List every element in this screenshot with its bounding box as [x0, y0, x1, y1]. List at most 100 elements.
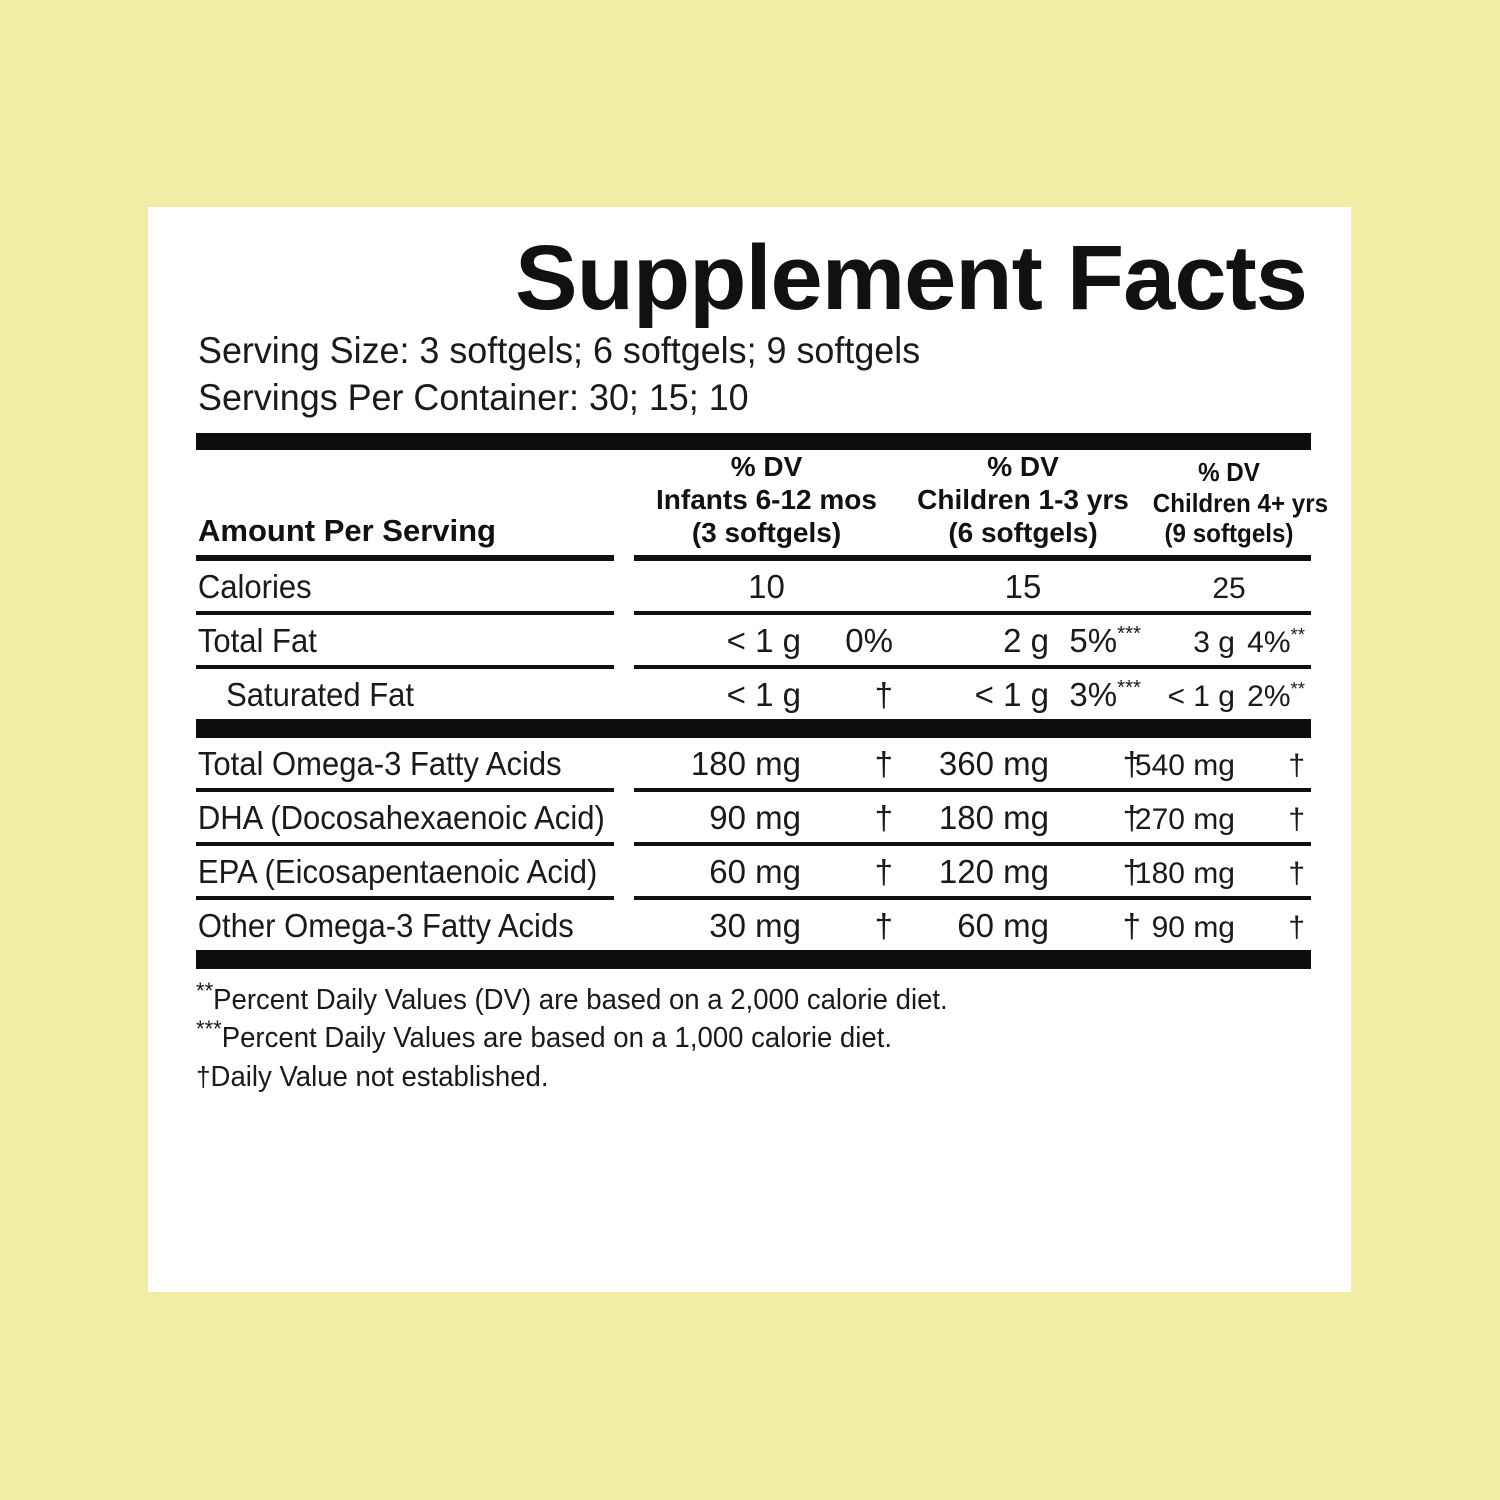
supplement-facts-table: Amount Per Serving % DV Infants 6-12 mos… [196, 450, 1329, 719]
rule-col1 [634, 787, 899, 792]
row-value-col3: 25 [1147, 561, 1311, 611]
value-amount: 25 [1212, 571, 1246, 605]
column-header-serving: (3 softgels) [691, 516, 842, 548]
value-amount: 270 mg [1134, 802, 1235, 836]
amount-per-serving-header: Amount Per Serving [198, 512, 496, 548]
row-value-col2: 15 [899, 561, 1147, 611]
footnote-marker: ** [196, 977, 214, 1004]
column-header-dv-label: % DV [1198, 456, 1260, 487]
rule-row-header [196, 554, 1311, 561]
value-amount: 90 mg [1151, 910, 1235, 944]
header-gap [614, 450, 634, 555]
value-amount: 10 [748, 567, 785, 605]
value-amount: < 1 g [1167, 679, 1235, 713]
rule-mid-thick [196, 718, 1311, 738]
value-amount: < 1 g [726, 675, 801, 713]
value-amount: 180 mg [938, 798, 1049, 836]
supplement-facts-card: Supplement Facts Serving Size: 3 softgel… [148, 207, 1351, 1292]
row-value-col3: 540 mg † [1135, 738, 1311, 788]
row-gap [614, 900, 634, 950]
table-row: Saturated Fat < 1 g † < 1 g 3%*** [196, 669, 1311, 719]
row-value-col2: 2 g 5%*** [899, 615, 1147, 665]
supplement-facts-table-omega: Total Omega-3 Fatty Acids 180 mg † 360 m… [196, 738, 1311, 950]
value-amount: 60 mg [957, 906, 1049, 944]
table-row: Total Omega-3 Fatty Acids 180 mg † 360 m… [196, 738, 1311, 788]
row-gap [614, 846, 634, 896]
column-header-group: Children 4+ yrs [1152, 487, 1329, 518]
table-row: EPA (Eicosapentaenoic Acid) 60 mg † 120 … [196, 846, 1311, 896]
page-title: Supplement Facts [515, 227, 1308, 329]
row-value-col1: < 1 g † [634, 669, 899, 719]
row-label-cell: Total Omega-3 Fatty Acids [196, 738, 614, 788]
value-dv: † [874, 852, 893, 890]
table-row: DHA (Docosahexaenoic Acid) 90 mg † 180 m… [196, 792, 1311, 842]
row-value-col3: 90 mg † [1147, 900, 1311, 950]
row-gap [614, 792, 634, 842]
value-dv: 4%** [1247, 623, 1305, 659]
rule-col1 [634, 554, 899, 561]
value-dv: 2%** [1247, 677, 1305, 713]
value-amount: 120 mg [938, 852, 1049, 890]
rule-col3 [1147, 610, 1311, 615]
rule-label-col [196, 787, 614, 792]
column-header-dv-label: % DV [987, 450, 1059, 482]
value-amount: 60 mg [709, 852, 801, 890]
row-value-col2: 60 mg † [899, 900, 1147, 950]
servings-per-container-text: Servings Per Container: 30; 15; 10 [198, 376, 749, 418]
row-value-col1: 10 [634, 561, 899, 611]
rule-row [196, 895, 1311, 900]
row-value-col3: 270 mg † [1135, 792, 1311, 842]
row-value-col3: 3 g 4%** [1147, 615, 1311, 665]
rule-label-col [196, 610, 614, 615]
rule-col2 [899, 554, 1147, 561]
row-value-col2: 180 mg † [899, 792, 1147, 842]
rule-row [196, 841, 1311, 846]
row-label-cell: Calories [196, 561, 614, 611]
value-amount: 30 mg [709, 906, 801, 944]
value-dv: † [1122, 906, 1141, 944]
column-header-dv-label: % DV [730, 450, 803, 482]
rule-top-thick [196, 432, 1311, 450]
row-value-col1: < 1 g 0% [634, 615, 899, 665]
footnotes: **Percent Daily Values (DV) are based on… [196, 969, 1311, 1096]
value-amount: 540 mg [1134, 748, 1235, 782]
table-row: Calories 10 15 2 [196, 561, 1311, 611]
row-gap [614, 615, 634, 665]
footnote-text: Percent Daily Values are based on a 1,00… [221, 1022, 893, 1055]
row-label-cell: Other Omega-3 Fatty Acids [196, 900, 614, 950]
table-row: Total Fat < 1 g 0% 2 g 5%*** [196, 615, 1311, 665]
column-header-children-4plus: % DV Children 4+ yrs (9 softgels) [1152, 450, 1329, 555]
rule-row [196, 664, 1311, 669]
serving-size-text: Serving Size: 3 softgels; 6 softgels; 9 … [198, 330, 921, 372]
value-amount: 3 g [1193, 625, 1235, 659]
row-gap [614, 561, 634, 611]
nutrient-name: EPA (Eicosapentaenoic Acid) [197, 852, 598, 890]
row-label-cell: EPA (Eicosapentaenoic Acid) [196, 846, 614, 896]
value-amount: 2 g [1003, 621, 1049, 659]
rule-col2 [899, 787, 1147, 792]
row-label-cell: Total Fat [196, 615, 614, 665]
row-value-col2: 360 mg † [899, 738, 1147, 788]
rule-label-col [196, 554, 614, 561]
value-amount: < 1 g [726, 621, 801, 659]
rule-col1 [634, 895, 899, 900]
rule-label-col [196, 841, 614, 846]
value-amount: 180 mg [690, 744, 801, 782]
rule-col2 [899, 664, 1147, 669]
rule-label-col [196, 895, 614, 900]
rule-col1 [634, 610, 899, 615]
value-dv: † [874, 744, 893, 782]
footnote-marker: *** [196, 1015, 222, 1042]
row-value-col1: 60 mg † [634, 846, 899, 896]
rule-col3 [1147, 787, 1311, 792]
row-label-cell: DHA (Docosahexaenoic Acid) [196, 792, 614, 842]
rule-col3 [1147, 841, 1311, 846]
row-label-cell: Saturated Fat [196, 669, 614, 719]
value-dv: † [1122, 744, 1141, 782]
row-value-col1: 90 mg † [634, 792, 899, 842]
rule-row [196, 787, 1311, 792]
value-dv: † [874, 675, 893, 713]
value-dv: 3%*** [1069, 675, 1141, 713]
value-amount: 15 [1004, 567, 1042, 605]
rule-col2 [899, 895, 1147, 900]
